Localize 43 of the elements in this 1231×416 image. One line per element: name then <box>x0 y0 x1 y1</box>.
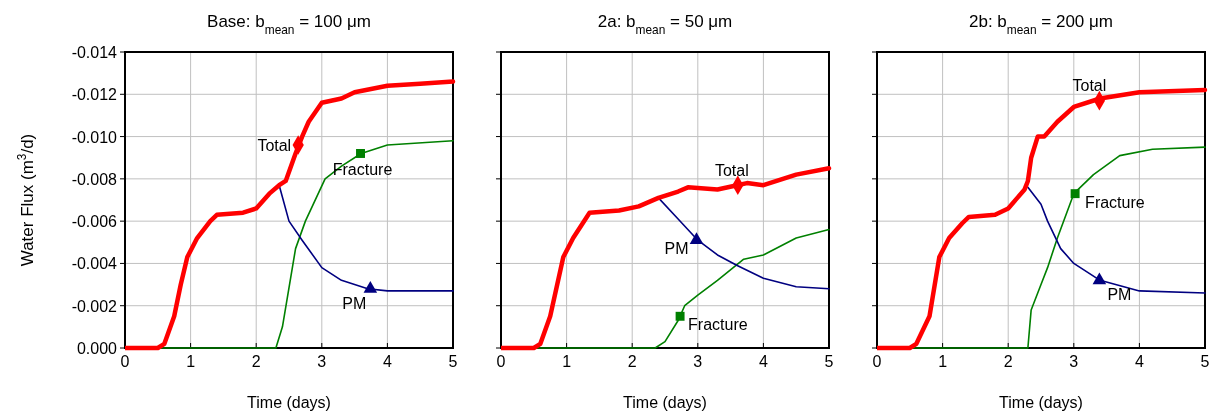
y-tick-label: -0.006 <box>71 213 118 231</box>
annotation: Total <box>257 137 292 155</box>
annotation: PM <box>664 240 689 258</box>
x-tick-label: 0 <box>872 353 882 370</box>
x-tick-label: 5 <box>448 353 458 370</box>
annotation: Fracture <box>688 316 748 334</box>
x-tick-label: 2 <box>627 353 637 370</box>
x-tick-label: 4 <box>382 353 392 370</box>
x-axis-title: Time (days) <box>247 394 331 411</box>
x-tick-label: 0 <box>496 353 506 370</box>
x-tick-label: 2 <box>251 353 261 370</box>
annotation: Fracture <box>1085 193 1145 211</box>
x-tick-label: 1 <box>938 353 948 370</box>
annotation: Total <box>1072 76 1107 94</box>
annotation: PM <box>342 294 367 312</box>
annotation: Total <box>714 162 749 180</box>
x-tick-label: 3 <box>1069 353 1079 370</box>
y-tick-label: -0.002 <box>71 297 118 315</box>
x-tick-label: 1 <box>186 353 196 370</box>
x-tick-label: 2 <box>1003 353 1013 370</box>
line-series <box>125 79 456 351</box>
x-axis-title: Time (days) <box>999 394 1083 411</box>
x-tick-label: 5 <box>824 353 834 370</box>
y-tick-label: -0.010 <box>71 128 118 146</box>
y-tick-label: -0.004 <box>71 255 118 273</box>
x-tick-label: 4 <box>1134 353 1144 370</box>
x-tick-label: 4 <box>758 353 768 370</box>
chart-title: Base: b$_{mean}$ = 100 μm <box>207 12 371 37</box>
x-tick-label: 1 <box>562 353 572 370</box>
chart-title: 2b: b$_{mean}$ = 200 μm <box>969 12 1113 37</box>
x-tick-label: 5 <box>1200 353 1210 370</box>
x-tick-label: 3 <box>693 353 703 370</box>
annotation: PM <box>1107 286 1132 304</box>
x-tick-label: 0 <box>120 353 130 370</box>
annotation: Fracture <box>332 161 393 179</box>
x-axis-title: Time (days) <box>623 394 707 411</box>
line-series <box>278 184 454 292</box>
y-tick-label: -0.014 <box>71 44 118 61</box>
y-tick-label: 0.000 <box>76 340 118 357</box>
x-tick-label: 3 <box>317 353 327 370</box>
y-tick-label: -0.012 <box>71 86 118 104</box>
chart-title: 2a: b$_{mean}$ = 50 μm <box>597 12 733 37</box>
y-tick-label: -0.008 <box>71 170 118 188</box>
